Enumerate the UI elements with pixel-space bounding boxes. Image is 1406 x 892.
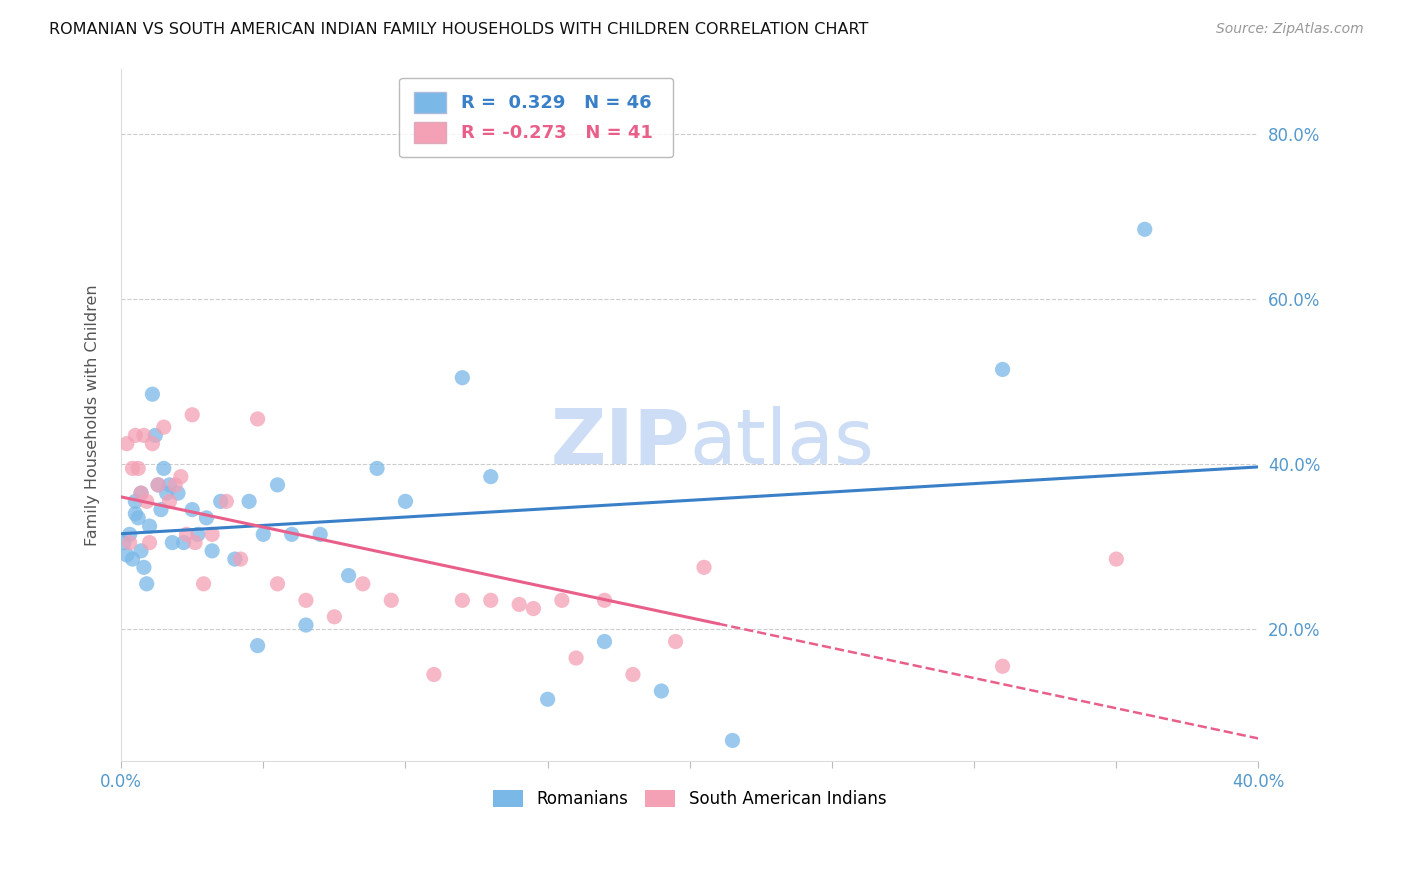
- Point: [537, 692, 560, 706]
- Point: [115, 436, 138, 450]
- Point: [118, 535, 141, 549]
- Point: [165, 478, 187, 492]
- Point: [266, 478, 288, 492]
- Point: [138, 519, 160, 533]
- Point: [352, 577, 374, 591]
- Point: [115, 548, 138, 562]
- Point: [135, 494, 157, 508]
- Legend: Romanians, South American Indians: Romanians, South American Indians: [486, 783, 893, 815]
- Point: [193, 577, 215, 591]
- Point: [201, 527, 224, 541]
- Point: [252, 527, 274, 541]
- Text: atlas: atlas: [690, 406, 875, 480]
- Point: [209, 494, 232, 508]
- Point: [309, 527, 332, 541]
- Point: [141, 436, 163, 450]
- Point: [337, 568, 360, 582]
- Point: [121, 552, 143, 566]
- Point: [593, 593, 616, 607]
- Point: [1105, 552, 1128, 566]
- Point: [224, 552, 246, 566]
- Point: [380, 593, 402, 607]
- Point: [246, 412, 269, 426]
- Point: [124, 494, 146, 508]
- Point: [159, 478, 181, 492]
- Point: [451, 593, 474, 607]
- Point: [246, 639, 269, 653]
- Point: [280, 527, 302, 541]
- Point: [451, 370, 474, 384]
- Point: [167, 486, 190, 500]
- Point: [162, 535, 184, 549]
- Point: [366, 461, 388, 475]
- Point: [229, 552, 252, 566]
- Point: [132, 428, 155, 442]
- Point: [146, 478, 169, 492]
- Point: [181, 502, 204, 516]
- Point: [295, 593, 318, 607]
- Point: [173, 535, 195, 549]
- Point: [121, 461, 143, 475]
- Point: [127, 511, 149, 525]
- Point: [295, 618, 318, 632]
- Point: [238, 494, 260, 508]
- Text: ROMANIAN VS SOUTH AMERICAN INDIAN FAMILY HOUSEHOLDS WITH CHILDREN CORRELATION CH: ROMANIAN VS SOUTH AMERICAN INDIAN FAMILY…: [49, 22, 869, 37]
- Point: [181, 408, 204, 422]
- Point: [693, 560, 716, 574]
- Point: [170, 469, 193, 483]
- Point: [215, 494, 238, 508]
- Point: [129, 486, 152, 500]
- Point: [143, 428, 166, 442]
- Point: [195, 511, 218, 525]
- Point: [127, 461, 149, 475]
- Point: [593, 634, 616, 648]
- Point: [149, 502, 172, 516]
- Point: [124, 428, 146, 442]
- Point: [665, 634, 688, 648]
- Point: [187, 527, 209, 541]
- Point: [118, 527, 141, 541]
- Point: [112, 535, 135, 549]
- Point: [201, 544, 224, 558]
- Point: [132, 560, 155, 574]
- Point: [152, 420, 174, 434]
- Point: [129, 544, 152, 558]
- Point: [479, 593, 502, 607]
- Point: [323, 609, 346, 624]
- Text: Source: ZipAtlas.com: Source: ZipAtlas.com: [1216, 22, 1364, 37]
- Point: [991, 659, 1014, 673]
- Point: [991, 362, 1014, 376]
- Point: [479, 469, 502, 483]
- Point: [138, 535, 160, 549]
- Point: [141, 387, 163, 401]
- Point: [551, 593, 574, 607]
- Point: [152, 461, 174, 475]
- Point: [508, 598, 530, 612]
- Y-axis label: Family Households with Children: Family Households with Children: [86, 284, 100, 546]
- Point: [129, 486, 152, 500]
- Point: [124, 507, 146, 521]
- Point: [1133, 222, 1156, 236]
- Point: [159, 494, 181, 508]
- Point: [565, 651, 588, 665]
- Point: [522, 601, 544, 615]
- Point: [721, 733, 744, 747]
- Point: [650, 684, 672, 698]
- Point: [156, 486, 179, 500]
- Point: [423, 667, 446, 681]
- Point: [146, 478, 169, 492]
- Point: [184, 535, 207, 549]
- Point: [621, 667, 644, 681]
- Text: ZIP: ZIP: [550, 406, 690, 480]
- Point: [135, 577, 157, 591]
- Point: [266, 577, 288, 591]
- Point: [176, 527, 198, 541]
- Point: [394, 494, 416, 508]
